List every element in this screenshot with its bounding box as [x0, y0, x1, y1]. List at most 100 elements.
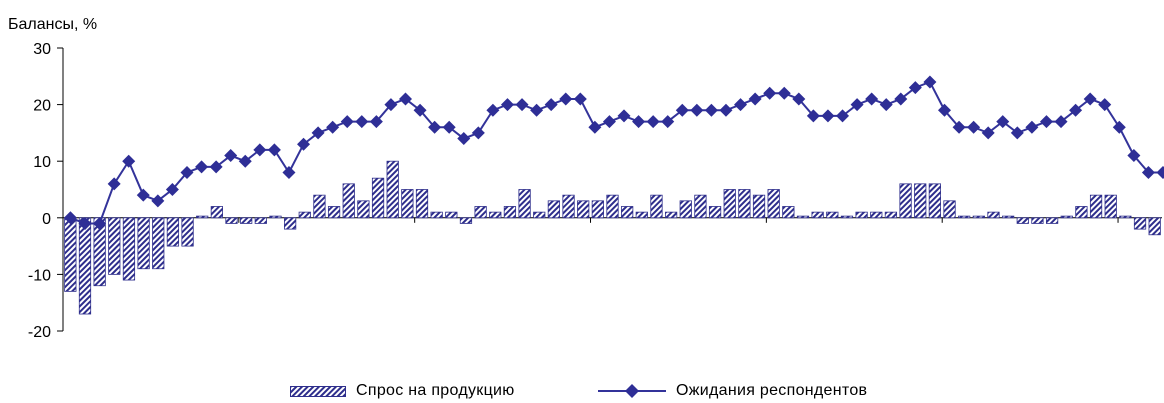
bar	[415, 189, 429, 219]
bar	[298, 211, 311, 219]
line-point	[690, 103, 704, 117]
y-tick-label: 0	[42, 211, 51, 228]
bar	[401, 189, 414, 219]
line-point	[1083, 92, 1097, 106]
line-point	[573, 92, 587, 106]
line-point	[748, 92, 762, 106]
bar	[445, 211, 458, 219]
bar	[547, 200, 560, 219]
bar	[1045, 217, 1059, 224]
line-point	[355, 115, 369, 129]
line-point	[952, 120, 966, 134]
bar	[635, 211, 648, 219]
bar	[943, 200, 956, 219]
line-point	[704, 103, 718, 117]
bar	[855, 211, 868, 219]
bar	[1016, 217, 1029, 224]
line-point	[384, 98, 398, 112]
bar	[503, 206, 517, 219]
line-point	[311, 126, 325, 140]
y-tick-label: -10	[28, 267, 51, 284]
line-point	[151, 194, 165, 208]
bar	[269, 215, 282, 219]
line-point	[588, 120, 602, 134]
y-axis-title: Балансы, %	[8, 16, 98, 33]
line-point	[224, 149, 238, 163]
line-point	[78, 216, 92, 230]
line-point	[107, 177, 121, 191]
legend-label-demand: Спрос на продукцию	[356, 382, 515, 399]
line-point	[442, 120, 456, 134]
bar	[489, 211, 502, 219]
legend-swatch-line-icon	[598, 384, 666, 398]
y-tick-label: 10	[33, 154, 51, 171]
line-point	[471, 126, 485, 140]
line-point	[1127, 149, 1141, 163]
line-point	[1025, 120, 1039, 134]
line-point	[777, 86, 791, 100]
line-point	[646, 115, 660, 129]
line-point	[340, 115, 354, 129]
line-point	[821, 109, 835, 123]
bar	[840, 215, 854, 219]
line-point	[865, 92, 879, 106]
line-point	[996, 115, 1010, 129]
line-point	[544, 98, 558, 112]
bar	[826, 211, 839, 219]
bar	[152, 217, 165, 270]
bar	[357, 200, 370, 219]
bar	[64, 217, 77, 292]
line-point	[195, 160, 209, 174]
line-point	[122, 154, 136, 168]
line-point	[180, 166, 194, 180]
bar	[284, 217, 297, 230]
y-tick-label: -20	[28, 324, 51, 341]
bar	[972, 215, 985, 219]
line-point	[632, 115, 646, 129]
bar	[1119, 215, 1132, 219]
line-point	[850, 98, 864, 112]
bar	[371, 177, 385, 219]
chart-svg: 30 20 10 0 -10 -20	[28, 41, 1164, 341]
line-point	[1112, 120, 1126, 134]
bar	[884, 211, 898, 219]
line-point	[413, 103, 427, 117]
line-point	[559, 92, 573, 106]
bar	[210, 206, 223, 219]
bar	[122, 217, 136, 281]
bar	[958, 215, 971, 219]
line-point	[530, 103, 544, 117]
bar	[621, 206, 634, 219]
line-point	[500, 98, 514, 112]
line-point	[1141, 166, 1155, 180]
bar	[811, 211, 824, 219]
line-point	[937, 103, 951, 117]
bar	[313, 194, 326, 219]
line-point	[267, 143, 281, 157]
bar	[870, 211, 883, 219]
bar	[78, 217, 92, 315]
bar	[430, 211, 443, 219]
line-point	[719, 103, 733, 117]
bar	[899, 183, 912, 219]
line-point	[1069, 103, 1083, 117]
bar	[987, 211, 1000, 219]
bar	[1089, 194, 1103, 219]
line-point	[1054, 115, 1068, 129]
bar	[166, 217, 180, 247]
bar	[1133, 217, 1147, 230]
line-point	[894, 92, 908, 106]
line-point	[457, 132, 471, 146]
bar	[1148, 217, 1161, 236]
bar	[137, 217, 150, 270]
line-point	[209, 160, 223, 174]
line-point	[63, 211, 77, 225]
bar	[1104, 194, 1117, 219]
bar	[694, 194, 707, 219]
line-point	[967, 120, 981, 134]
expectations-line	[70, 80, 1163, 225]
legend: Спрос на продукцию Ожидания респондентов	[0, 382, 1164, 402]
y-tick-label: 30	[33, 41, 51, 58]
line-point	[428, 120, 442, 134]
